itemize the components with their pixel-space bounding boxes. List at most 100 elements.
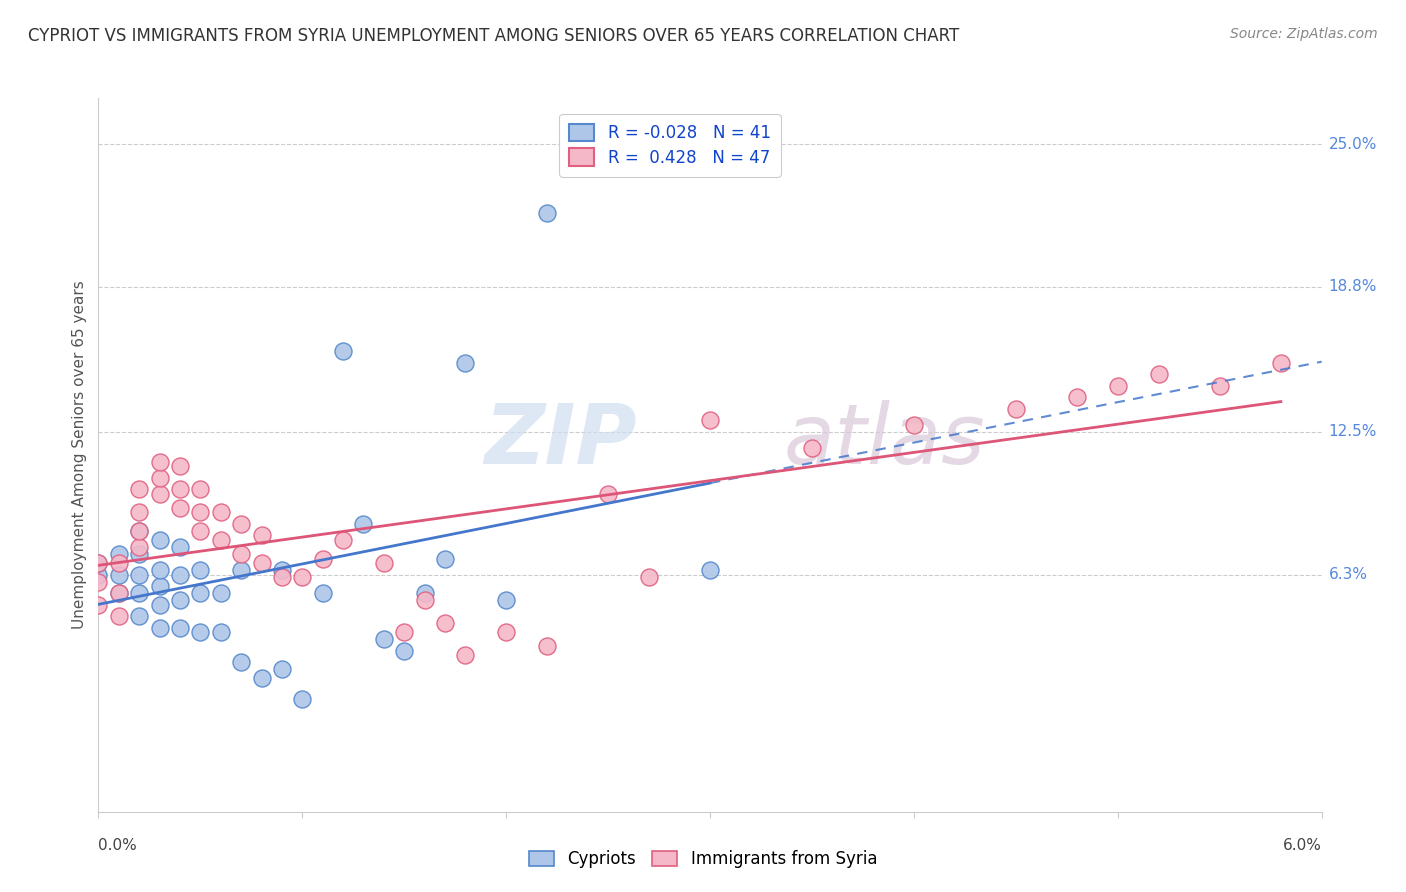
Point (209, 625, 232, 640)
Point (108, 547, 131, 561)
Point (149, 487, 172, 501)
Point (108, 586, 131, 600)
Point (801, 441, 824, 455)
Point (149, 471, 172, 485)
Point (598, 487, 620, 501)
Point (637, 570, 661, 584)
Point (188, 563, 212, 577)
Point (209, 506, 232, 520)
Point (209, 586, 232, 600)
Point (108, 567, 131, 582)
Text: 25.0%: 25.0% (1329, 136, 1376, 152)
Point (128, 540, 150, 554)
Point (250, 556, 273, 570)
Point (231, 655, 253, 669)
Point (108, 586, 131, 600)
Point (87, 556, 110, 570)
Point (392, 625, 416, 640)
Point (149, 621, 172, 635)
Point (188, 625, 212, 640)
Point (149, 598, 172, 612)
Point (149, 533, 172, 547)
Text: Source: ZipAtlas.com: Source: ZipAtlas.com (1230, 27, 1378, 41)
Point (454, 648, 477, 663)
Point (188, 524, 212, 538)
Point (108, 556, 131, 570)
Point (188, 483, 212, 497)
Point (149, 563, 172, 577)
Point (231, 547, 253, 561)
Point (311, 586, 335, 600)
Point (1208, 379, 1232, 393)
Point (188, 506, 212, 520)
Point (149, 455, 172, 469)
Point (495, 625, 517, 640)
Point (169, 500, 191, 515)
Point (169, 540, 191, 554)
Point (87, 574, 110, 589)
Point (495, 593, 517, 607)
Point (169, 483, 191, 497)
Point (128, 506, 150, 520)
Text: 6.0%: 6.0% (1282, 838, 1322, 854)
Point (373, 632, 395, 646)
Point (169, 621, 191, 635)
Point (699, 413, 721, 427)
Point (128, 567, 150, 582)
Point (128, 524, 150, 538)
Point (392, 643, 416, 657)
Point (169, 459, 191, 474)
Point (1004, 401, 1026, 416)
Point (128, 609, 150, 624)
Point (332, 533, 354, 547)
Point (250, 528, 273, 542)
Text: 12.5%: 12.5% (1329, 425, 1376, 440)
Point (209, 533, 232, 547)
Point (903, 417, 925, 432)
Point (536, 639, 558, 653)
Point (270, 563, 292, 577)
Point (270, 570, 292, 584)
Point (311, 551, 335, 566)
Legend: R = -0.028   N = 41, R =  0.428   N = 47: R = -0.028 N = 41, R = 0.428 N = 47 (560, 113, 780, 177)
Point (373, 556, 395, 570)
Point (87, 567, 110, 582)
Text: ZIP: ZIP (484, 401, 637, 481)
Point (352, 516, 374, 531)
Point (87, 598, 110, 612)
Text: 0.0%: 0.0% (98, 838, 138, 854)
Y-axis label: Unemployment Among Seniors over 65 years: Unemployment Among Seniors over 65 years (72, 281, 87, 629)
Point (108, 609, 131, 624)
Point (291, 570, 314, 584)
Point (433, 615, 456, 630)
Text: atlas: atlas (783, 401, 986, 481)
Point (332, 344, 354, 359)
Point (87, 556, 110, 570)
Point (169, 593, 191, 607)
Point (188, 586, 212, 600)
Point (270, 662, 292, 676)
Point (413, 593, 436, 607)
Text: 18.8%: 18.8% (1329, 279, 1376, 294)
Point (433, 551, 456, 566)
Point (128, 524, 150, 538)
Point (231, 516, 253, 531)
Point (1107, 379, 1129, 393)
Point (128, 586, 150, 600)
Point (250, 671, 273, 685)
Legend: Cypriots, Immigrants from Syria: Cypriots, Immigrants from Syria (522, 844, 884, 875)
Point (1147, 368, 1170, 382)
Point (231, 563, 253, 577)
Point (128, 483, 150, 497)
Point (128, 547, 150, 561)
Point (699, 563, 721, 577)
Point (291, 692, 314, 706)
Point (169, 567, 191, 582)
Point (149, 579, 172, 593)
Point (413, 586, 436, 600)
Text: CYPRIOT VS IMMIGRANTS FROM SYRIA UNEMPLOYMENT AMONG SENIORS OVER 65 YEARS CORREL: CYPRIOT VS IMMIGRANTS FROM SYRIA UNEMPLO… (28, 27, 959, 45)
Point (454, 356, 477, 370)
Point (536, 206, 558, 220)
Point (1270, 356, 1292, 370)
Point (1066, 390, 1088, 404)
